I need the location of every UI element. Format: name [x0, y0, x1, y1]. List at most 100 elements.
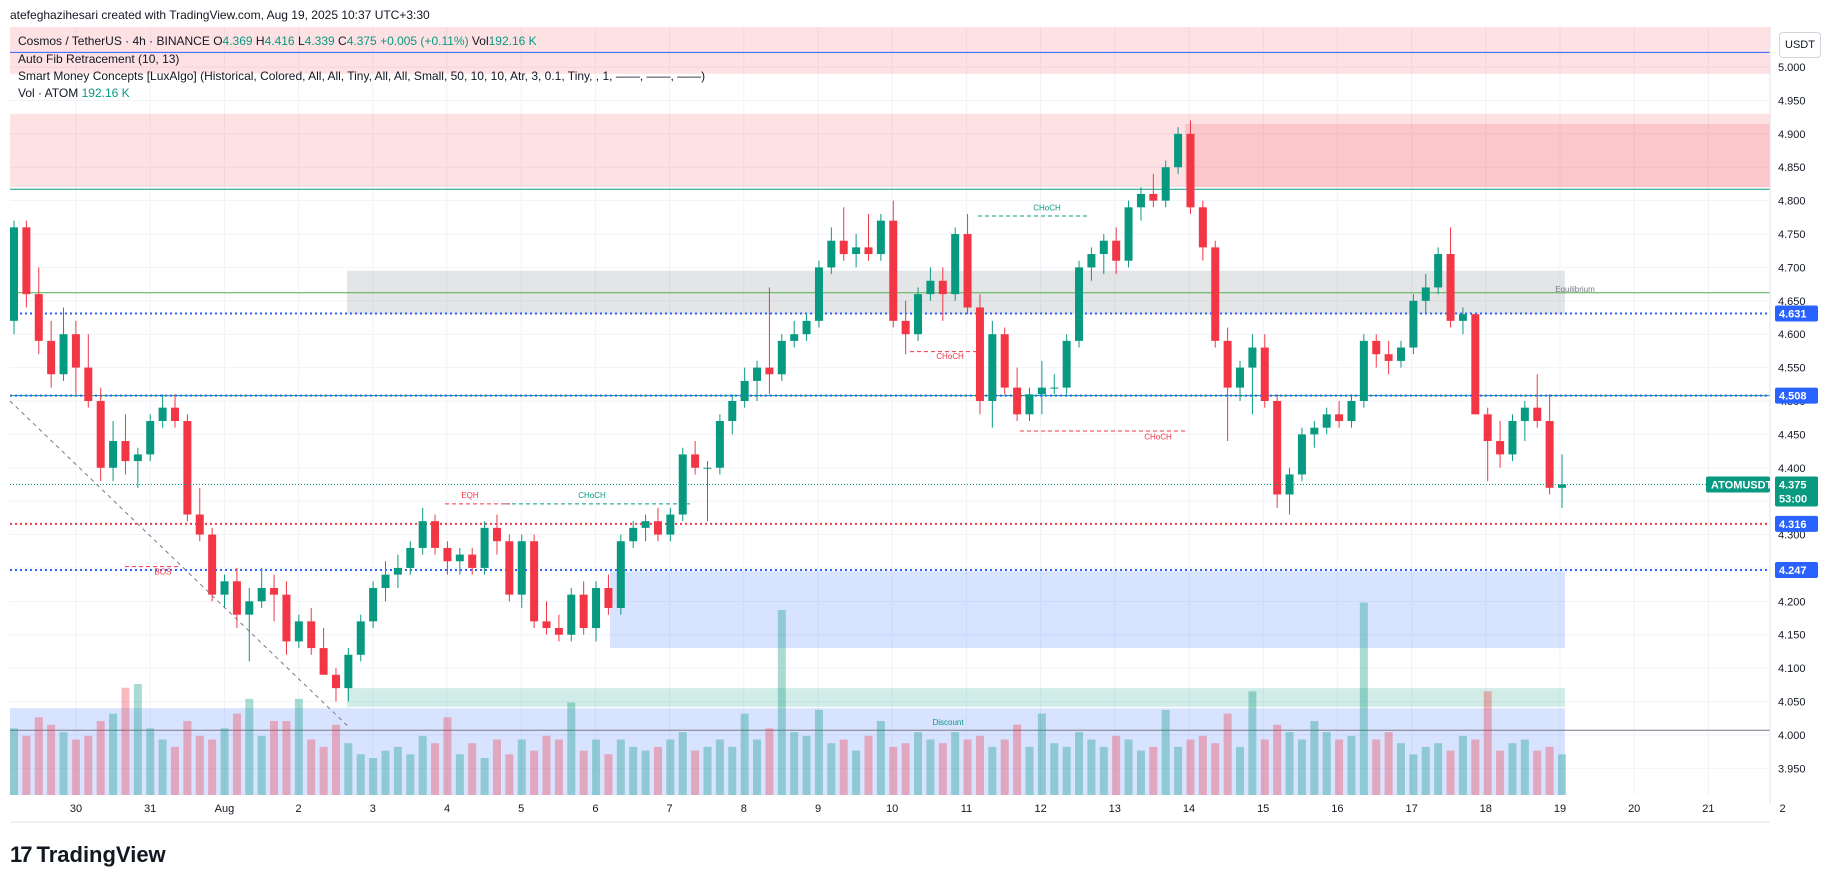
volume-bar [270, 721, 279, 795]
candle-body [331, 674, 340, 689]
candle-body [1000, 334, 1009, 388]
volume-bar [331, 724, 340, 795]
volume-bar [170, 746, 179, 795]
candle-body [158, 407, 167, 422]
price-tag-label: 4.247 [1779, 565, 1807, 577]
low-label: L [297, 34, 305, 48]
indicator-smc-legend[interactable]: Smart Money Concepts [LuxAlgo] (Historic… [18, 69, 706, 83]
symbol-name[interactable]: Cosmos / TetherUS · 4h · BINANCE [18, 34, 210, 48]
volume-bar [1149, 746, 1158, 795]
candle-body [1558, 484, 1566, 488]
candle-body [480, 527, 489, 568]
volume-indicator-value: 192.16 K [81, 86, 130, 100]
volume-bar [1273, 724, 1282, 795]
volume-bar [443, 717, 452, 795]
y-tick-label: 4.100 [1778, 663, 1806, 675]
currency-button[interactable]: USDT [1779, 32, 1821, 58]
candle-body [1062, 340, 1071, 388]
volume-bar [753, 739, 762, 795]
y-tick-label: 4.900 [1778, 129, 1806, 141]
volume-bar [1409, 754, 1418, 795]
x-tick-label: 12 [1034, 803, 1046, 815]
volume-bar [616, 739, 625, 795]
volume-bar [629, 746, 638, 795]
volume-bar [1025, 746, 1034, 795]
y-tick-label: 4.400 [1778, 463, 1806, 475]
high-label: H [255, 34, 265, 48]
candle-body [1483, 414, 1492, 442]
x-tick-label: 15 [1257, 803, 1269, 815]
volume-bar [59, 732, 68, 795]
candle-body [765, 367, 774, 375]
volume-bar [505, 754, 514, 795]
x-tick-label: 6 [592, 803, 598, 815]
candle-body [1248, 347, 1257, 368]
volume-bar [876, 721, 885, 795]
candle-body [1136, 193, 1145, 208]
volume-bar [158, 739, 167, 795]
zone [10, 708, 1565, 795]
candle-body [443, 547, 452, 562]
volume-bar [1062, 746, 1071, 795]
volume-bar [1050, 743, 1059, 795]
volume-bar [1372, 739, 1381, 795]
volume-bar [381, 750, 390, 795]
zone [610, 571, 1565, 649]
candle-body [1397, 347, 1406, 361]
volume-bar [1136, 750, 1145, 795]
volume-bar [1223, 713, 1232, 795]
candle-body [567, 594, 576, 635]
x-tick-label: 20 [1628, 803, 1640, 815]
candle-body [914, 294, 923, 335]
candle-body [96, 400, 105, 468]
candle-body [245, 601, 254, 615]
volume-bar [1285, 732, 1294, 795]
volume-bar [827, 743, 836, 795]
indicator-fib-legend[interactable]: Auto Fib Retracement (10, 13) [18, 52, 180, 66]
candle-body [876, 220, 885, 255]
candle-body [431, 521, 440, 548]
volume-bar [802, 735, 811, 795]
tradingview-logo[interactable]: 17 TradingView [10, 842, 166, 868]
candle-body [517, 541, 526, 595]
change-value: +0.005 (+0.11%) [380, 34, 469, 48]
volume-legend[interactable]: Vol · ATOM 192.16 K [18, 86, 130, 100]
volume-bar [1310, 721, 1319, 795]
candle-body [1520, 407, 1529, 422]
candle-body [381, 574, 390, 588]
candle-body [901, 320, 910, 335]
volume-bar [691, 750, 700, 795]
volume-bar [146, 728, 155, 795]
price-tag [1775, 387, 1818, 404]
candle-body [1099, 240, 1108, 255]
volume-bar [938, 743, 947, 795]
candle-body [1174, 133, 1183, 168]
last-price-countdown: 53:00 [1779, 493, 1807, 505]
candle-body [889, 220, 898, 321]
y-tick-label: 4.700 [1778, 262, 1806, 274]
candle-body [34, 294, 43, 341]
volume-bar [96, 721, 105, 795]
candle-body [827, 240, 836, 268]
volume-bar [790, 732, 799, 795]
x-tick-label: 3 [370, 803, 376, 815]
volume-bar [1124, 739, 1133, 795]
volume-bar [1335, 739, 1344, 795]
symbol-legend[interactable]: Cosmos / TetherUS · 4h · BINANCE O4.369 … [18, 34, 537, 48]
volume-bar [567, 702, 576, 795]
candle-body [1285, 474, 1294, 495]
candle-body [963, 234, 972, 308]
volume-bar [604, 754, 613, 795]
annotation-label: EQH [461, 491, 479, 500]
volume-bar [34, 717, 43, 795]
candle-body [703, 467, 712, 469]
candle-body [109, 441, 118, 468]
volume-bar [245, 698, 254, 795]
volume-bar [232, 713, 241, 795]
close-value: 4.375 [346, 34, 377, 48]
candle-body [208, 534, 217, 595]
candle-body [1075, 267, 1084, 341]
last-price-symbol-tag [1706, 476, 1770, 493]
